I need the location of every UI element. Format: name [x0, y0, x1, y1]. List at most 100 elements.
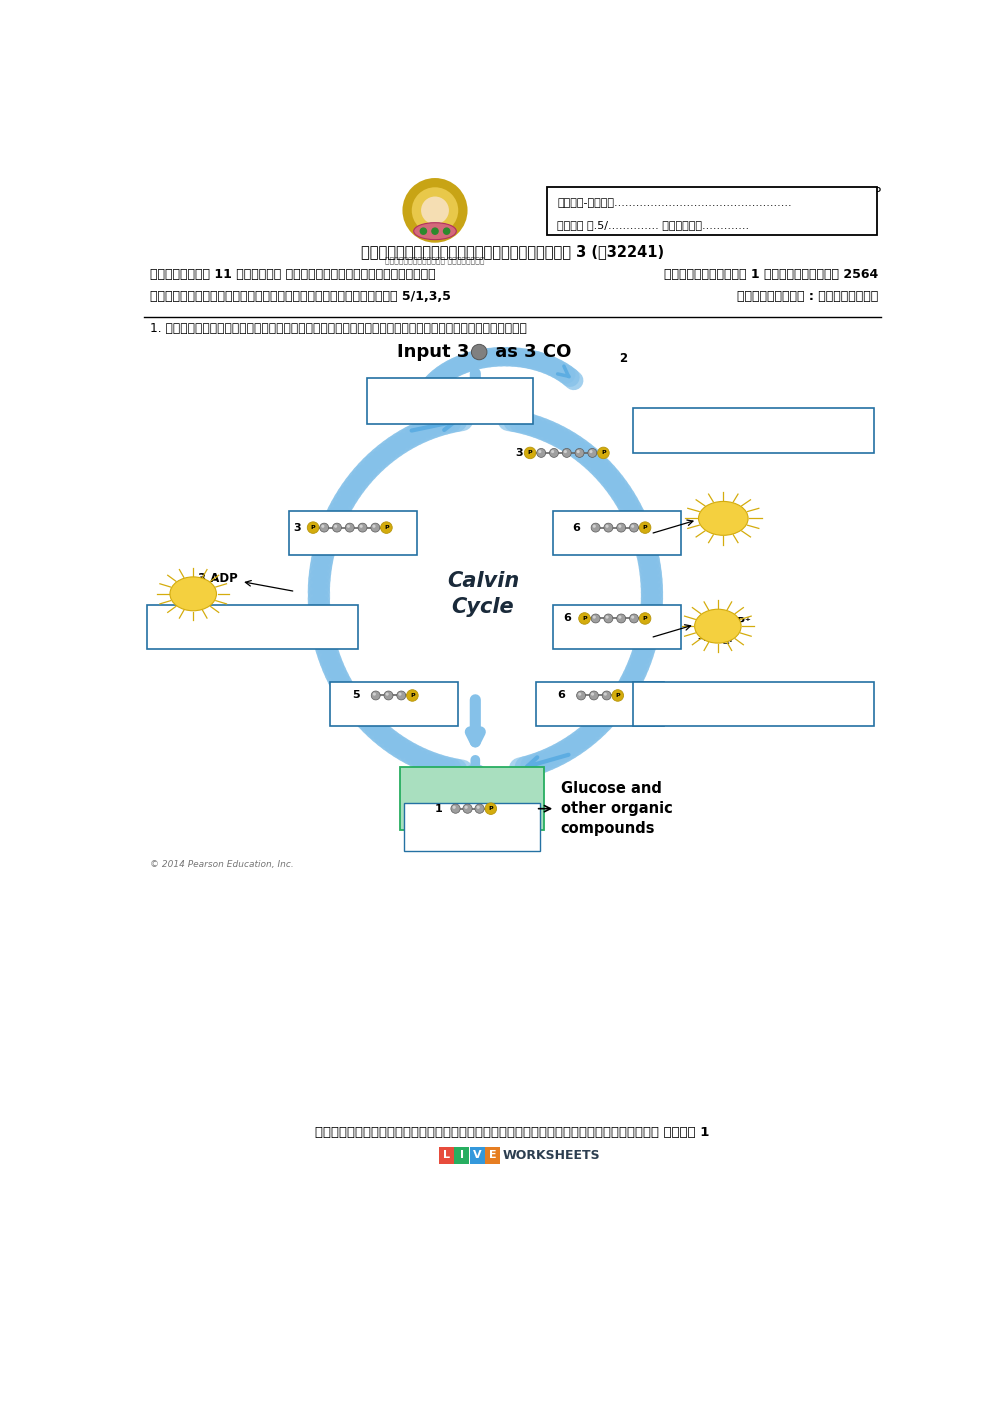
Bar: [536, 681, 664, 726]
Circle shape: [604, 692, 607, 695]
Text: P: P: [582, 616, 587, 620]
Circle shape: [371, 523, 380, 533]
Text: P: P: [643, 526, 647, 530]
Text: P: P: [615, 692, 620, 698]
Circle shape: [604, 615, 613, 623]
Text: Glucose and
other organic
compounds: Glucose and other organic compounds: [561, 781, 672, 836]
Text: Calvin
Cycle: Calvin Cycle: [447, 571, 519, 617]
Text: © 2014 Pearson Education, Inc.: © 2014 Pearson Education, Inc.: [150, 861, 294, 869]
Circle shape: [485, 803, 497, 814]
Text: กลุ่มสาระการเรียนรู้วิทยาศาสตร์และเทคโนโลยี หน้า 1: กลุ่มสาระการเรียนรู้วิทยาศาสตร์และเทคโนโ…: [315, 1126, 710, 1139]
Circle shape: [631, 616, 634, 619]
Circle shape: [551, 449, 554, 454]
Text: P: P: [311, 526, 315, 530]
Text: 6 ADP: 6 ADP: [700, 512, 740, 524]
Text: โรงเรียนทอวัง ปทุมธานี: โรงเรียนทอวัง ปทุมธานี: [385, 257, 485, 266]
Circle shape: [463, 804, 472, 814]
Circle shape: [320, 523, 329, 533]
Circle shape: [384, 691, 393, 699]
Circle shape: [412, 188, 458, 233]
Bar: [553, 605, 681, 649]
Text: Input 3: Input 3: [397, 343, 475, 362]
Circle shape: [420, 227, 426, 235]
Text: WORKSHEETS: WORKSHEETS: [502, 1149, 600, 1161]
Circle shape: [579, 613, 590, 625]
Text: 3: 3: [515, 448, 523, 458]
Circle shape: [334, 524, 337, 528]
Ellipse shape: [170, 577, 216, 610]
Text: P: P: [601, 451, 606, 455]
Ellipse shape: [695, 609, 741, 643]
Circle shape: [605, 524, 609, 528]
Circle shape: [398, 692, 402, 695]
Bar: [400, 767, 544, 831]
Text: P: P: [384, 526, 389, 530]
Bar: [147, 605, 358, 649]
Circle shape: [358, 523, 367, 533]
Text: 6: 6: [563, 613, 571, 623]
Text: I: I: [460, 1150, 464, 1160]
Circle shape: [332, 523, 341, 533]
Circle shape: [575, 448, 584, 458]
Circle shape: [453, 805, 456, 808]
Circle shape: [588, 448, 597, 458]
Text: 6: 6: [572, 523, 580, 533]
Circle shape: [598, 447, 609, 459]
Text: Learn From Home : HWP: Learn From Home : HWP: [738, 185, 881, 199]
Circle shape: [562, 448, 571, 458]
Circle shape: [421, 196, 449, 225]
Circle shape: [591, 615, 600, 623]
Circle shape: [345, 523, 354, 533]
Circle shape: [591, 692, 594, 695]
Text: as 3 CO: as 3 CO: [489, 343, 572, 362]
Bar: [404, 803, 540, 851]
Circle shape: [373, 692, 376, 695]
Circle shape: [407, 690, 418, 701]
Circle shape: [564, 449, 567, 454]
Circle shape: [593, 616, 596, 619]
Circle shape: [591, 523, 600, 533]
Text: 3: 3: [293, 523, 301, 533]
Text: หน่วยที่ 11 เรื่อง การสังเคราะห์ด้วยแสง: หน่วยที่ 11 เรื่อง การสังเคราะห์ด้วยแสง: [150, 268, 435, 281]
Text: 6: 6: [557, 691, 565, 701]
Text: ภาคเรียนที่ 1 ปีการศึกษา 2564: ภาคเรียนที่ 1 ปีการศึกษา 2564: [664, 268, 878, 281]
Circle shape: [538, 449, 541, 454]
Circle shape: [604, 523, 613, 533]
Circle shape: [397, 691, 406, 699]
Bar: [330, 681, 458, 726]
Circle shape: [386, 692, 389, 695]
Bar: [289, 510, 417, 555]
Circle shape: [618, 616, 621, 619]
Circle shape: [639, 613, 651, 625]
Text: 5: 5: [352, 691, 360, 701]
Circle shape: [629, 523, 638, 533]
Circle shape: [444, 227, 450, 235]
Text: P: P: [488, 807, 493, 811]
Circle shape: [618, 524, 621, 528]
Circle shape: [589, 691, 598, 699]
Circle shape: [578, 692, 581, 695]
Circle shape: [593, 524, 596, 528]
Text: 2: 2: [619, 352, 628, 365]
Circle shape: [617, 615, 626, 623]
Text: 6 NADP⁺: 6 NADP⁺: [698, 616, 751, 626]
Circle shape: [307, 521, 319, 533]
Circle shape: [402, 178, 468, 243]
Circle shape: [631, 524, 634, 528]
Bar: [553, 510, 681, 555]
Text: 1: 1: [435, 804, 443, 814]
Circle shape: [577, 691, 586, 699]
Circle shape: [639, 521, 651, 533]
Bar: [633, 408, 874, 454]
Circle shape: [477, 805, 480, 808]
Circle shape: [347, 524, 350, 528]
Text: V: V: [473, 1150, 482, 1160]
Ellipse shape: [698, 502, 748, 536]
Bar: [470, 1147, 485, 1164]
Bar: [547, 188, 877, 235]
Circle shape: [451, 804, 460, 814]
Text: ชื่อ-สกุล.................................................: ชื่อ-สกุล...............................…: [557, 198, 792, 208]
Text: L: L: [443, 1150, 450, 1160]
Text: ขั้นตอนที่ 1: ..................................: ขั้นตอนที่ 1: ..........................…: [643, 425, 840, 435]
Circle shape: [605, 616, 609, 619]
